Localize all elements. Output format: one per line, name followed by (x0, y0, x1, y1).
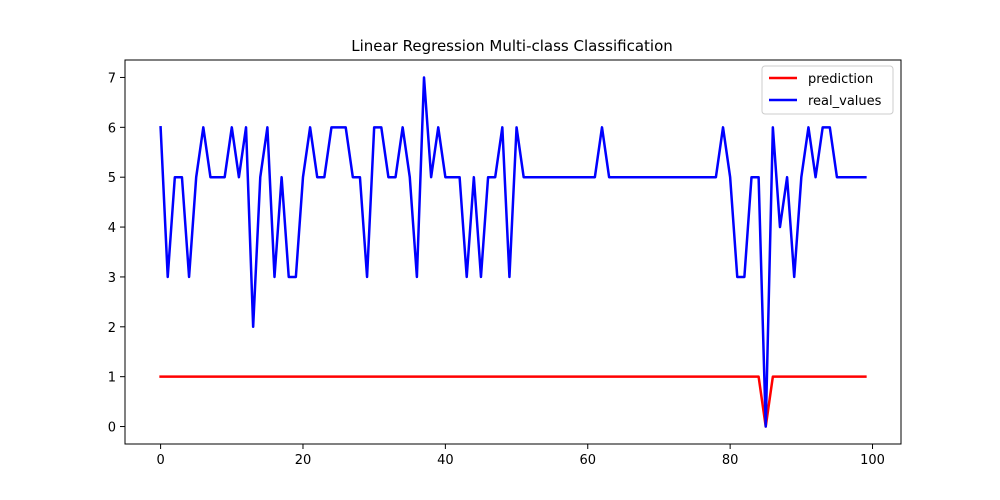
y-tick-label: 5 (108, 171, 116, 186)
plot-frame (124, 59, 902, 445)
series-line-real-values (159, 76, 867, 428)
series-line-prediction (159, 375, 867, 428)
chart-title: Linear Regression Multi-class Classifica… (351, 37, 673, 55)
y-tick-label: 4 (108, 221, 116, 236)
x-axis: 0 20 40 60 80 100 (156, 444, 885, 468)
y-tick-label: 3 (108, 271, 116, 286)
x-tick-label: 100 (860, 453, 885, 468)
legend-label-real-values: real_values (808, 94, 882, 109)
y-tick-label: 6 (108, 121, 116, 136)
legend-label-prediction: prediction (808, 72, 873, 87)
x-tick-label: 40 (437, 453, 454, 468)
y-tick-label: 1 (108, 371, 116, 386)
x-tick-label: 60 (579, 453, 596, 468)
x-tick-label: 80 (722, 453, 739, 468)
legend: prediction real_values (761, 65, 894, 115)
x-tick-label: 0 (156, 453, 164, 468)
y-axis: 0 1 2 3 4 5 6 7 (108, 71, 125, 436)
x-tick-label: 20 (295, 453, 312, 468)
y-tick-label: 7 (108, 71, 116, 86)
y-tick-label: 0 (108, 421, 116, 436)
series-layer (159, 76, 867, 428)
y-tick-label: 2 (108, 321, 116, 336)
